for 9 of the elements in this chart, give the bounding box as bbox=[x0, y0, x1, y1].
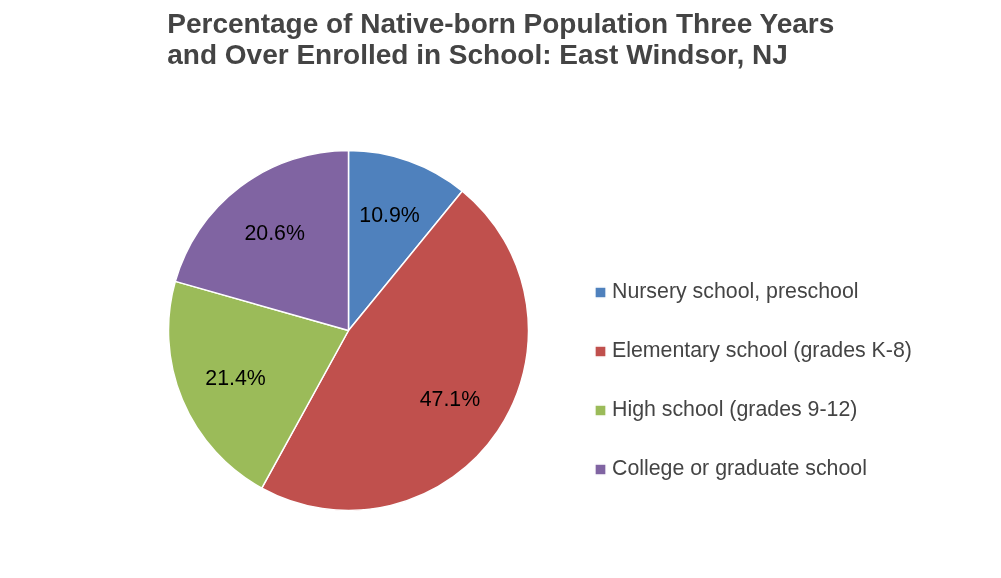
legend-label: High school (grades 9-12) bbox=[612, 397, 858, 422]
legend-label: Elementary school (grades K-8) bbox=[612, 338, 912, 363]
data-label: 47.1% bbox=[419, 386, 481, 411]
legend-label: Nursery school, preschool bbox=[612, 279, 859, 304]
chart-title: Percentage of Native-born Population Three Years and Over Enrolled in School: East Windsor, NJ bbox=[167, 7, 835, 70]
data-label: 21.4% bbox=[205, 365, 266, 390]
data-label: 10.9% bbox=[359, 203, 420, 228]
data-label: 20.6% bbox=[244, 220, 305, 245]
legend-label: College or graduate school bbox=[612, 456, 867, 481]
